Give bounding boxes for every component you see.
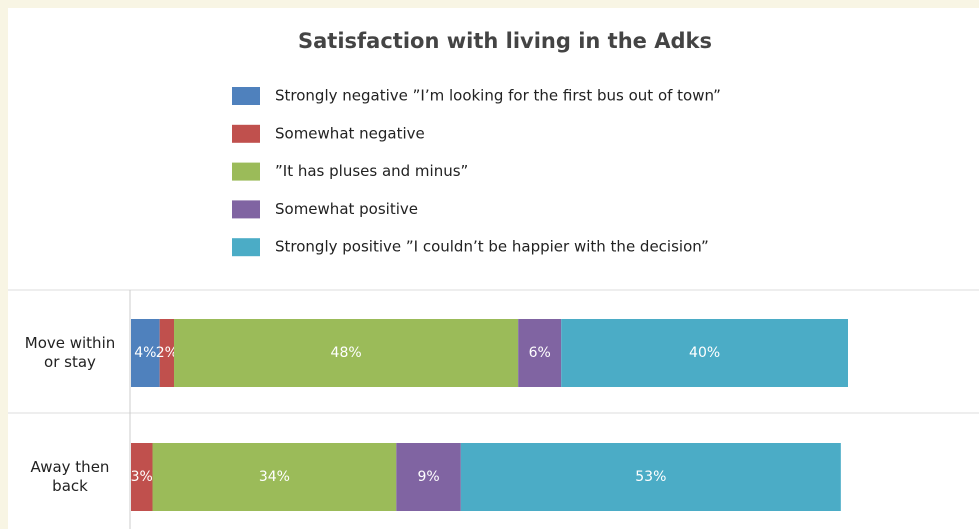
- data-label: 4%: [134, 345, 156, 361]
- legend-label: Somewhat positive: [275, 200, 418, 218]
- legend-swatch: [232, 238, 260, 257]
- legend-swatch: [232, 87, 260, 105]
- bar-segment: [174, 319, 519, 387]
- bar-segment: [131, 443, 153, 511]
- category-label: Away then back: [30, 458, 110, 495]
- data-label: 34%: [259, 469, 290, 485]
- legend-swatch: [232, 124, 260, 143]
- bar-segment: [460, 443, 841, 511]
- legend-label: Somewhat negative: [275, 124, 425, 142]
- data-label: 6%: [529, 345, 551, 361]
- legend-label: Strongly positive ”I couldn’t be happier…: [275, 238, 709, 256]
- bar-segment: [561, 319, 848, 387]
- legend-label: Strongly negative ”I’m looking for the f…: [275, 87, 721, 105]
- bar-segment: [152, 443, 397, 511]
- data-label: 40%: [689, 345, 720, 361]
- data-label: 48%: [331, 345, 362, 361]
- category-label: Move within or stay: [24, 334, 116, 371]
- chart-title: Satisfaction with living in the Adks: [298, 29, 712, 53]
- panel: [8, 8, 979, 529]
- data-label: 3%: [131, 469, 153, 485]
- bar-segment: [518, 319, 562, 387]
- bar-segment: [159, 319, 175, 387]
- legend-swatch: [232, 200, 260, 219]
- bar-segment: [131, 319, 160, 387]
- legend-swatch: [232, 162, 260, 181]
- bar-segment: [396, 443, 461, 511]
- legend-label: ”It has pluses and minus”: [275, 162, 468, 180]
- data-label: 2%: [156, 345, 178, 361]
- data-label: 9%: [417, 469, 439, 485]
- data-label: 53%: [635, 469, 666, 485]
